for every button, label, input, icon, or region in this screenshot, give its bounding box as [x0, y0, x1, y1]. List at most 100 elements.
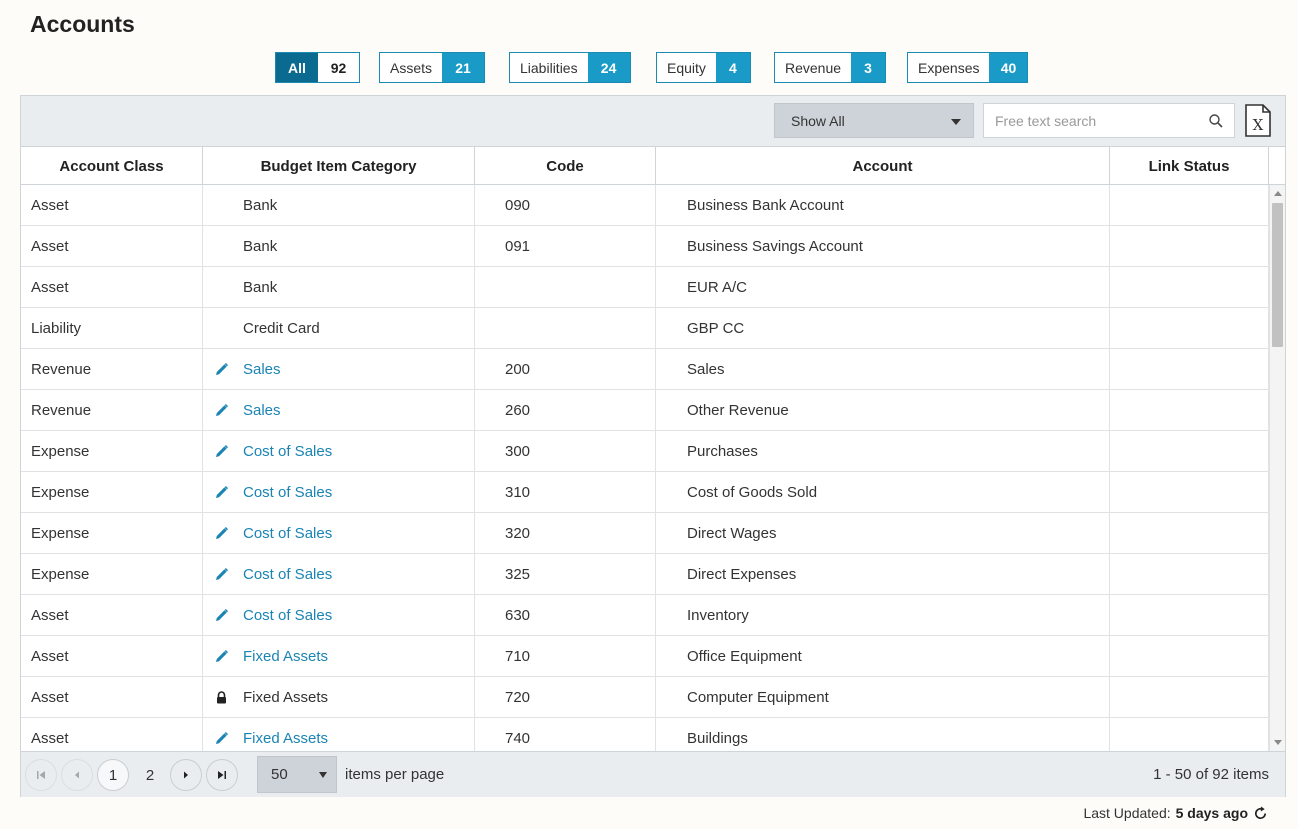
filter-all[interactable]: All 92 [275, 52, 360, 83]
table-row[interactable]: Revenue Sales 200 Sales [21, 349, 1269, 390]
filter-assets[interactable]: Assets 21 [379, 52, 486, 83]
column-header-budget-item-category[interactable]: Budget Item Category [203, 147, 475, 185]
table-row[interactable]: Asset Bank EUR A/C [21, 267, 1269, 308]
table-row[interactable]: Expense Cost of Sales 300 Purchases [21, 431, 1269, 472]
budget-category-text[interactable]: Cost of Sales [243, 566, 333, 583]
table-row[interactable]: Asset Bank 091 Business Savings Account [21, 226, 1269, 267]
show-filter-dropdown[interactable]: Show All [774, 103, 974, 138]
cell-code [475, 308, 656, 349]
cell-code: 630 [475, 595, 656, 636]
page-button-1[interactable]: 1 [97, 759, 129, 791]
column-header-link-status[interactable]: Link Status [1110, 147, 1269, 185]
cell-account-class: Asset [21, 267, 203, 308]
search-input[interactable] [984, 104, 1194, 137]
next-page-button[interactable] [170, 759, 202, 791]
pencil-edit-icon[interactable] [214, 567, 229, 582]
column-header-account[interactable]: Account [656, 147, 1110, 185]
pencil-edit-icon[interactable] [214, 526, 229, 541]
filter-equity[interactable]: Equity 4 [656, 52, 751, 83]
cell-link-status [1110, 308, 1269, 349]
last-page-button[interactable] [206, 759, 238, 791]
cell-link-status [1110, 554, 1269, 595]
budget-category-text[interactable]: Fixed Assets [243, 730, 329, 747]
account-class-text: Asset [31, 197, 69, 214]
column-header-code[interactable]: Code [475, 147, 656, 185]
budget-category-text[interactable]: Fixed Assets [243, 648, 329, 665]
prev-page-button[interactable] [61, 759, 93, 791]
account-class-text: Expense [31, 525, 90, 542]
cell-code: 320 [475, 513, 656, 554]
cell-account: Sales [656, 349, 1110, 390]
scroll-thumb[interactable] [1272, 203, 1283, 347]
pencil-edit-icon[interactable] [214, 649, 229, 664]
scroll-down-icon[interactable] [1274, 740, 1282, 745]
cell-link-status [1110, 349, 1269, 390]
cell-code: 091 [475, 226, 656, 267]
table-row[interactable]: Asset Fixed Assets 740 Buildings [21, 718, 1269, 751]
cell-code: 310 [475, 472, 656, 513]
account-class-text: Asset [31, 238, 69, 255]
vertical-scrollbar[interactable] [1269, 185, 1285, 751]
cell-code: 325 [475, 554, 656, 595]
table-row[interactable]: Asset Fixed Assets 720 Computer Equipment [21, 677, 1269, 718]
budget-category-text[interactable]: Cost of Sales [243, 525, 333, 542]
budget-category-text[interactable]: Sales [243, 361, 281, 378]
table-row[interactable]: Asset Fixed Assets 710 Office Equipment [21, 636, 1269, 677]
cell-link-status [1110, 431, 1269, 472]
next-page-icon [184, 771, 188, 779]
pencil-edit-icon[interactable] [214, 608, 229, 623]
account-class-text: Revenue [31, 402, 92, 419]
filter-count: 3 [851, 53, 886, 82]
code-text: 200 [505, 361, 531, 378]
cell-account: Inventory [656, 595, 1110, 636]
budget-category-text[interactable]: Cost of Sales [243, 443, 333, 460]
items-per-page-dropdown[interactable]: 50 [257, 756, 337, 793]
filter-expenses[interactable]: Expenses 40 [907, 52, 1029, 83]
excel-export-icon[interactable]: X [1244, 104, 1272, 137]
pencil-edit-icon[interactable] [214, 403, 229, 418]
budget-category-text[interactable]: Sales [243, 402, 281, 419]
account-class-text: Asset [31, 279, 69, 296]
table-row[interactable]: Expense Cost of Sales 325 Direct Expenses [21, 554, 1269, 595]
cell-account: Computer Equipment [656, 677, 1110, 718]
search-icon[interactable] [1208, 113, 1224, 129]
account-class-text: Asset [31, 689, 69, 706]
table-row[interactable]: Expense Cost of Sales 320 Direct Wages [21, 513, 1269, 554]
budget-category-text[interactable]: Cost of Sales [243, 484, 333, 501]
table-row[interactable]: Revenue Sales 260 Other Revenue [21, 390, 1269, 431]
table-row[interactable]: Expense Cost of Sales 310 Cost of Goods Sol… [21, 472, 1269, 513]
scroll-up-icon[interactable] [1274, 191, 1282, 196]
budget-category-text: Bank [243, 197, 278, 214]
pencil-edit-icon[interactable] [214, 444, 229, 459]
filter-label: Revenue [785, 59, 842, 76]
account-text: EUR A/C [687, 279, 748, 296]
table-row[interactable]: Liability Credit Card GBP CC [21, 308, 1269, 349]
pencil-edit-icon[interactable] [214, 731, 229, 746]
column-header-account-class[interactable]: Account Class [21, 147, 203, 185]
table-row[interactable]: Asset Bank 090 Business Bank Account [21, 185, 1269, 226]
cell-account: Business Savings Account [656, 226, 1110, 267]
caret-down-icon [951, 119, 961, 125]
items-per-page-label: items per page [345, 766, 445, 783]
first-page-button[interactable] [25, 759, 57, 791]
cell-link-status [1110, 513, 1269, 554]
grid-body: Asset Bank 090 Business Bank Account Asset Ba… [21, 185, 1269, 751]
account-text: Purchases [687, 443, 758, 460]
caret-down-icon [319, 772, 327, 778]
filter-revenue[interactable]: Revenue 3 [774, 52, 887, 83]
pencil-edit-icon[interactable] [214, 485, 229, 500]
account-class-text: Expense [31, 484, 90, 501]
filter-liabilities[interactable]: Liabilities 24 [509, 52, 631, 83]
table-row[interactable]: Asset Cost of Sales 630 Inventory [21, 595, 1269, 636]
refresh-icon[interactable] [1253, 805, 1268, 821]
budget-category-text[interactable]: Cost of Sales [243, 607, 333, 624]
cell-code: 260 [475, 390, 656, 431]
account-class-text: Liability [31, 320, 82, 337]
cell-account-class: Asset [21, 636, 203, 677]
cell-link-status [1110, 390, 1269, 431]
filter-label: Liabilities [520, 59, 578, 76]
page-button-2[interactable]: 2 [145, 766, 155, 784]
code-text: 720 [505, 689, 531, 706]
pencil-edit-icon[interactable] [214, 362, 229, 377]
account-text: Computer Equipment [687, 689, 829, 706]
